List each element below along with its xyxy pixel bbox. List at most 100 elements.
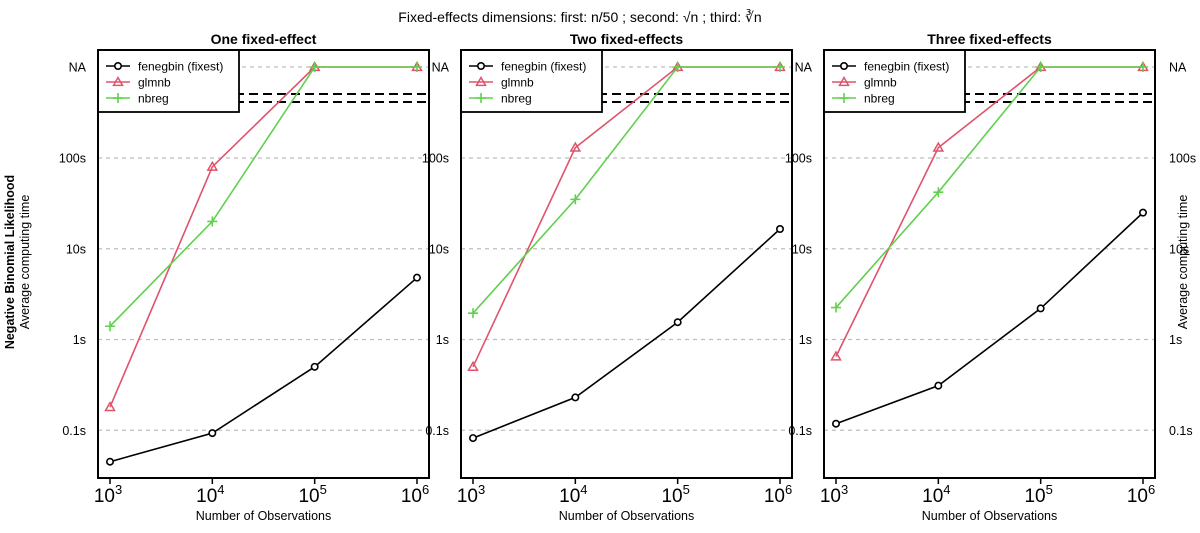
y-tick-label-4: 100s (59, 152, 86, 166)
series-line-1 (472, 228, 781, 439)
y-tick-label-4: 100s (422, 152, 449, 166)
left-label-bold: Negative Binomial Likelihood (3, 175, 17, 349)
series-3-point-2 (933, 187, 944, 198)
chart-panel-3: fenegbin (fixest) glmnb nbreg Three fixed-e… (785, 31, 1196, 523)
x-tick-label-1: 103 (94, 482, 122, 507)
series-3-point-4 (412, 62, 422, 72)
y-tick-label-right-4: 100s (1169, 152, 1196, 166)
y-tick-label-2: 1s (73, 333, 86, 347)
y-tick-label-right-1: 0.1s (1169, 424, 1193, 438)
y-tick-label-right-5: NA (1169, 61, 1187, 75)
legend: fenegbin (fixest) glmnb nbreg (97, 49, 240, 113)
y-tick-label-3: 10s (792, 242, 812, 256)
x-tick-label-4: 106 (764, 482, 792, 507)
series-3-point-3 (1035, 62, 1046, 72)
series-3-point-1 (468, 308, 478, 319)
x-tick-label-1: 103 (820, 482, 848, 507)
series-2-point-2 (206, 160, 219, 171)
chart-title: Three fixed-effects (927, 31, 1052, 47)
x-tick-label-4: 106 (401, 482, 429, 507)
legend-label-1: fenegbin (fixest) (138, 60, 223, 74)
series-3-point-3 (672, 62, 683, 72)
x-tick-label-3: 105 (661, 482, 689, 507)
legend: fenegbin (fixest) glmnb nbreg (460, 49, 603, 113)
x-tick-label-2: 104 (559, 482, 587, 507)
series-3-point-4 (775, 62, 785, 72)
legend-marker-1 (839, 61, 848, 70)
legend-box (823, 49, 966, 113)
series-3-point-2 (570, 194, 581, 205)
series-3-point-1 (831, 302, 841, 313)
legend-label-1: fenegbin (fixest) (864, 60, 949, 74)
x-tick-label-2: 104 (922, 482, 950, 507)
legend-marker-1 (114, 61, 123, 70)
series-1-point-1 (831, 419, 840, 428)
series-line-3 (835, 66, 1143, 309)
series-line-1 (109, 277, 418, 463)
x-tick-label-1: 103 (457, 482, 485, 507)
series-2-point-1 (830, 350, 842, 361)
plot-frame (460, 49, 793, 479)
legend-label-3: nbreg (501, 92, 532, 106)
legend-marker-2 (112, 75, 124, 87)
suptitle-prefix: Fixed-effects dimensions: first: (398, 9, 591, 25)
y-tick-label-2: 1s (799, 333, 812, 347)
y-tick-label-5: NA (69, 61, 87, 75)
series-1-point-3 (1036, 304, 1045, 313)
figure-suptitle: Fixed-effects dimensions: first: n/50 ; … (398, 9, 761, 25)
legend: fenegbin (fixest) glmnb nbreg (823, 49, 966, 113)
right-axis-label: Average computing time (1176, 195, 1190, 330)
x-tick-label-2: 104 (196, 482, 224, 507)
x-axis-label: Number of Observations (922, 509, 1057, 523)
chart-panel-2: fenegbin (fixest) glmnb nbreg Two fixed-eff… (422, 31, 793, 523)
left-axis-label: Negative Binomial Likelihood Average com… (3, 175, 32, 349)
series-3-point-3 (309, 62, 320, 72)
series-1-point-4 (1139, 208, 1148, 217)
y-tick-label-5: NA (795, 61, 813, 75)
legend-label-2: glmnb (864, 76, 897, 90)
y-tick-label-5: NA (432, 61, 450, 75)
series-2-point-2 (569, 141, 582, 152)
y-tick-label-right-3: 10s (1169, 242, 1189, 256)
legend-marker-2 (475, 75, 487, 87)
series-2-point-1 (467, 360, 479, 371)
series-1-point-3 (673, 318, 682, 327)
series-line-2 (109, 66, 417, 408)
series-1-point-4 (412, 273, 421, 282)
y-tick-label-3: 10s (66, 242, 86, 256)
chart-panel-1: fenegbin (fixest) glmnb nbreg One fixed-eff… (59, 31, 430, 523)
legend-box (97, 49, 240, 113)
suptitle-middle1: ; second: (618, 9, 683, 25)
legend-label-3: nbreg (138, 92, 169, 106)
legend-marker-3 (839, 93, 849, 103)
y-tick-label-2: 1s (436, 333, 449, 347)
y-tick-label-3: 10s (429, 242, 449, 256)
series-2-point-1 (104, 401, 116, 412)
series-1-point-3 (310, 362, 319, 371)
series-1-point-1 (106, 457, 115, 466)
left-label-normal: Average computing time (18, 195, 32, 330)
series-1-point-2 (208, 429, 217, 438)
suptitle-middle2: ; third: (698, 9, 745, 25)
suptitle-third-expr: ∛n (745, 9, 762, 25)
suptitle-second-expr: √n (683, 9, 698, 25)
suptitle-first-expr: n/50 (591, 9, 618, 25)
y-tick-label-right-2: 1s (1169, 333, 1182, 347)
x-axis-label: Number of Observations (559, 509, 694, 523)
series-3-point-4 (1138, 62, 1148, 72)
legend-marker-3 (476, 93, 486, 103)
legend-marker-2 (838, 75, 850, 87)
chart-panels: fenegbin (fixest) glmnb nbreg One fixed-eff… (59, 31, 1196, 523)
series-2-point-2 (932, 141, 945, 152)
series-1-point-1 (468, 434, 477, 443)
plot-frame (823, 49, 1156, 479)
legend-label-1: fenegbin (fixest) (501, 60, 586, 74)
legend-marker-1 (476, 61, 485, 70)
legend-label-3: nbreg (864, 92, 895, 106)
legend-marker-3 (113, 93, 123, 103)
legend-label-2: glmnb (138, 76, 171, 90)
series-line-3 (109, 66, 417, 327)
series-1-point-2 (571, 393, 580, 402)
plot-frame (97, 49, 430, 479)
